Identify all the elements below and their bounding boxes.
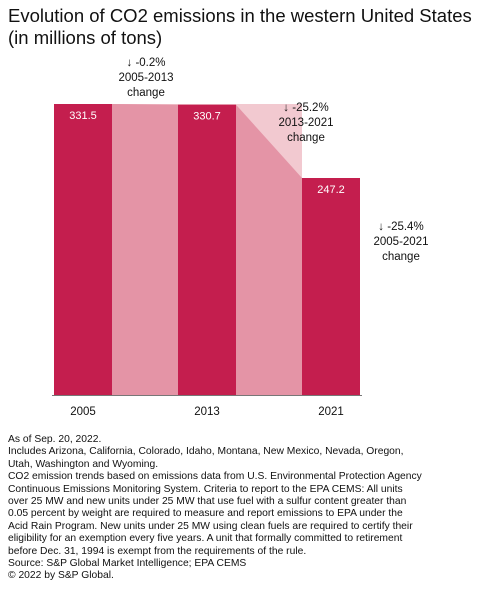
bar-layer: [54, 104, 360, 395]
chart-title-line-2: (in millions of tons): [8, 27, 163, 48]
footnotes: As of Sep. 20, 2022. Includes Arizona, C…: [8, 434, 480, 583]
data-label: 330.7: [193, 111, 221, 123]
ann-2005-2021: ↓ -25.4% 2005-2021 change: [374, 221, 429, 263]
bar-2013: [178, 104, 236, 395]
footnote-line: Includes Arizona, California, Colorado, …: [8, 446, 404, 458]
annotation-value: ↓ -25.2%: [283, 102, 328, 114]
footnote-line: Source: S&P Global Market Intelligence; …: [8, 558, 247, 570]
footnote-line: CO2 emission trends based on emissions d…: [8, 471, 422, 483]
footnote-line: over 25 MW and new units under 25 MW tha…: [8, 496, 407, 508]
annotation-text: 2005-2021: [374, 236, 429, 248]
label-layer: 331.5 330.7 247.2 2005 2013 2021: [69, 110, 345, 418]
annotation-layer: ↓ -0.2% 2005-2013 change ↓ -25.2% 2013-2021 c…: [119, 57, 429, 263]
x-tick-label: 2021: [318, 406, 344, 418]
bar-chart: 331.5 330.7 247.2 2005 2013 2021 ↓ -0.2% 2005-…: [52, 57, 429, 418]
data-label: 247.2: [317, 184, 345, 196]
footnote-line: before Dec. 31, 1994 is exempt from the …: [8, 545, 307, 557]
annotation-text: change: [382, 251, 420, 263]
bar-2021: [302, 178, 360, 395]
footnote-line: As of Sep. 20, 2022.: [8, 434, 102, 445]
footnote-line: Acid Rain Program. New units under 25 MW…: [8, 520, 413, 532]
chart-title-line-1: Evolution of CO2 emissions in the wester…: [8, 5, 472, 26]
footnote-line: eligibility for an exemption every five …: [8, 533, 403, 545]
annotation-value: ↓ -25.4%: [378, 221, 423, 233]
ann-2005-2013: ↓ -0.2% 2005-2013 change: [119, 57, 174, 99]
footnote-line: Continuous Emissions Monitoring System. …: [8, 483, 403, 495]
footnote-line: © 2022 by S&P Global.: [8, 570, 114, 582]
footnote-line: Utah, Washington and Wyoming.: [8, 458, 159, 470]
data-label: 331.5: [69, 110, 97, 122]
annotation-text: change: [127, 87, 165, 99]
bar-2005: [54, 104, 112, 395]
chart-title: Evolution of CO2 emissions in the wester…: [8, 5, 478, 49]
annotation-value: ↓ -0.2%: [127, 57, 166, 69]
ann-2013-2021: ↓ -25.2% 2013-2021 change: [279, 102, 334, 144]
annotation-text: 2005-2013: [119, 72, 174, 84]
x-tick-label: 2013: [194, 406, 220, 418]
x-tick-label: 2005: [70, 406, 96, 418]
annotation-text: 2013-2021: [279, 117, 334, 129]
footnote-line: 0.05 percent by weight are required to m…: [8, 508, 403, 520]
annotation-text: change: [287, 132, 325, 144]
